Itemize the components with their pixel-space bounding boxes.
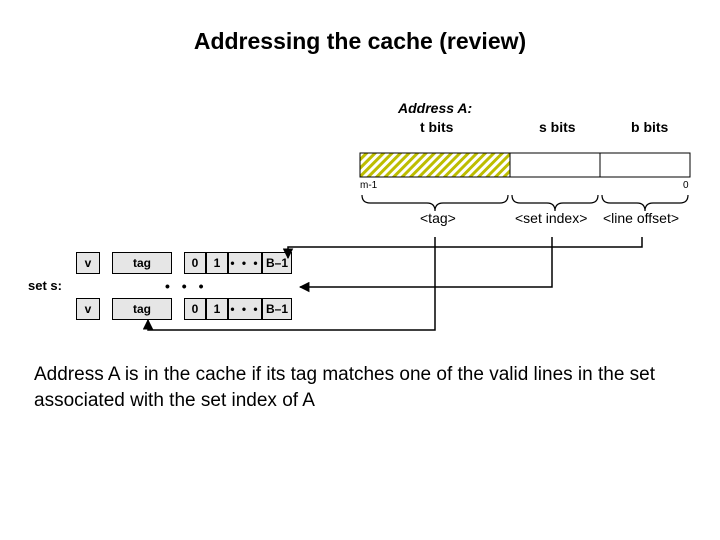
cell-byte-0: 0 (184, 252, 206, 274)
cache-row: v tag 0 1 • • • B–1 (76, 252, 292, 274)
cell-valid: v (76, 252, 100, 274)
cell-byte-last: B–1 (262, 252, 292, 274)
cell-valid: v (76, 298, 100, 320)
cell-byte-1: 1 (206, 252, 228, 274)
cell-byte-1: 1 (206, 298, 228, 320)
tbits-label: t bits (420, 119, 453, 135)
cell-tag: tag (112, 298, 172, 320)
brace-tag-label: <tag> (420, 210, 456, 226)
endpoint-right: 0 (683, 180, 689, 191)
address-heading: Address A: (398, 100, 472, 116)
brace-set-label: <set index> (515, 210, 587, 226)
endpoint-left: m-1 (360, 180, 377, 191)
sbits-label: s bits (539, 119, 576, 135)
set-label: set s: (28, 278, 62, 293)
cell-tag: tag (112, 252, 172, 274)
cell-dots: • • • (228, 252, 262, 274)
cache-row: v tag 0 1 • • • B–1 (76, 298, 292, 320)
cell-byte-last: B–1 (262, 298, 292, 320)
bbits-label: b bits (631, 119, 668, 135)
cell-byte-0: 0 (184, 298, 206, 320)
cell-dots: • • • (228, 298, 262, 320)
row-ellipsis: • • • (165, 278, 207, 294)
brace-line-label: <line offset> (603, 210, 679, 226)
page-title: Addressing the cache (review) (0, 0, 720, 55)
explanation-text: Address A is in the cache if its tag mat… (34, 362, 684, 413)
